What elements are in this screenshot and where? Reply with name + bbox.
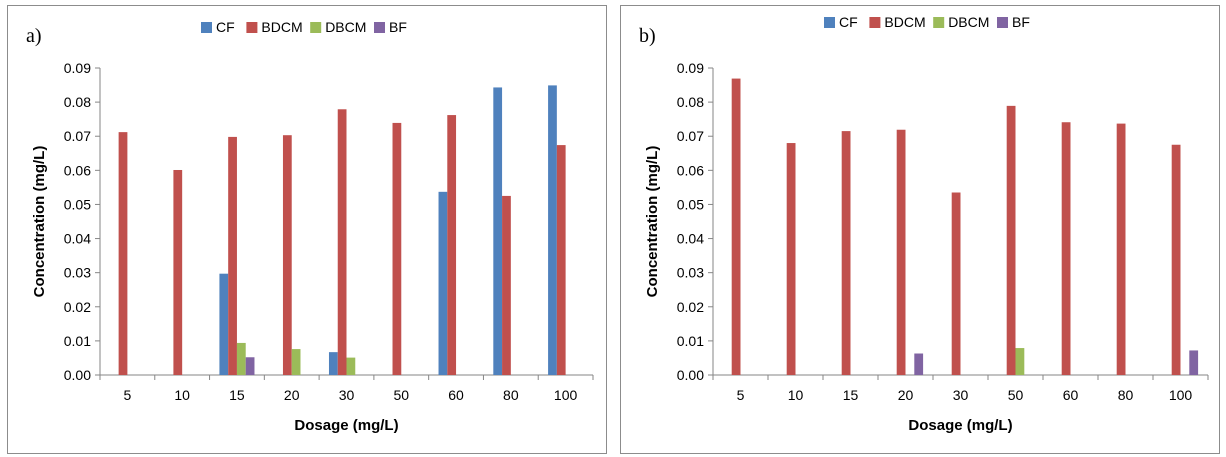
chart-panel-b: b) CF BDCM DBCM BF 0.00 0.01 0.02 0.03 0.04 0.05 0.…	[620, 5, 1220, 454]
legend-label-cf: CF	[216, 19, 235, 35]
legend-swatch-dbcm	[933, 17, 944, 28]
y-tick-label: 0.05	[677, 196, 704, 212]
bar-bdcm-80	[502, 196, 511, 375]
chart-a-svg: a) CF BDCM DBCM BF 0.00 0.01 0.02 0.03 0.04 0.05 0.…	[8, 6, 606, 453]
bar-bdcm-60	[447, 115, 456, 375]
y-tick-label: 0.00	[64, 367, 91, 383]
y-tick-label: 0.09	[677, 60, 704, 76]
x-tick-label: 5	[737, 387, 745, 403]
legend-swatch-bf	[997, 17, 1008, 28]
y-axis-title: Concentration (mg/L)	[644, 146, 661, 298]
x-tick-label: 60	[448, 387, 464, 403]
chart-panel-a: a) CF BDCM DBCM BF 0.00 0.01 0.02 0.03 0.04 0.05 0.…	[7, 5, 607, 454]
legend-label-bf: BF	[1012, 14, 1030, 30]
bar-bf-15	[246, 357, 255, 375]
bar-bdcm-30	[952, 193, 961, 375]
bar-dbcm-20	[292, 349, 301, 375]
y-tick-label: 0.09	[64, 60, 91, 76]
x-tick-label: 100	[1169, 387, 1193, 403]
y-tick-label: 0.08	[64, 94, 91, 110]
y-tick-label: 0.05	[64, 196, 91, 212]
x-tick-label: 15	[843, 387, 859, 403]
bar-bdcm-100	[1172, 145, 1181, 375]
y-tick-label: 0.06	[677, 162, 704, 178]
y-tick-label: 0.08	[677, 94, 704, 110]
legend-swatch-bf	[374, 22, 385, 33]
y-tick-label: 0.02	[64, 299, 91, 315]
bar-bdcm-50	[393, 123, 402, 375]
bar-bdcm-15	[842, 131, 851, 375]
panel-label-a: a)	[26, 25, 42, 47]
bar-cf-80	[493, 87, 502, 375]
x-tick-label: 20	[898, 387, 914, 403]
x-tick-label: 60	[1063, 387, 1079, 403]
x-tick-label: 10	[174, 387, 190, 403]
y-tick-label: 0.03	[677, 265, 704, 281]
y-tick-label: 0.04	[64, 231, 91, 247]
x-tick-label: 30	[953, 387, 969, 403]
legend-label-bdcm: BDCM	[884, 14, 925, 30]
x-tick-label: 5	[123, 387, 131, 403]
y-tick-label: 0.07	[677, 128, 704, 144]
bar-bdcm-20	[897, 130, 906, 375]
legend-label-bf: BF	[389, 19, 407, 35]
bar-bdcm-30	[338, 109, 347, 375]
x-tick-label: 10	[788, 387, 804, 403]
legend-swatch-bdcm	[869, 17, 880, 28]
x-tick-label: 80	[503, 387, 519, 403]
legend-label-dbcm: DBCM	[948, 14, 989, 30]
legend-swatch-dbcm	[310, 22, 321, 33]
bar-bdcm-20	[283, 135, 292, 375]
legend-swatch-cf	[201, 22, 212, 33]
bar-dbcm-30	[347, 358, 356, 375]
bar-cf-15	[219, 274, 228, 375]
x-tick-label: 30	[339, 387, 355, 403]
bar-bdcm-10	[173, 170, 182, 375]
x-tick-label: 80	[1118, 387, 1134, 403]
y-tick-label: 0.00	[677, 367, 704, 383]
x-tick-label: 100	[554, 387, 578, 403]
bar-bf-100	[1189, 350, 1198, 375]
x-axis-title: Dosage (mg/L)	[908, 417, 1012, 434]
chart-b-svg: b) CF BDCM DBCM BF 0.00 0.01 0.02 0.03 0.04 0.05 0.…	[621, 6, 1219, 453]
legend-label-cf: CF	[839, 14, 858, 30]
legend-swatch-bdcm	[246, 22, 257, 33]
x-tick-label: 50	[1008, 387, 1024, 403]
panel-label-b: b)	[639, 25, 656, 47]
y-tick-label: 0.07	[64, 128, 91, 144]
x-axis-title: Dosage (mg/L)	[294, 417, 398, 434]
y-tick-label: 0.06	[64, 162, 91, 178]
legend-swatch-cf	[824, 17, 835, 28]
bar-cf-60	[439, 192, 448, 375]
y-axis-title: Concentration (mg/L)	[31, 146, 48, 298]
y-tick-label: 0.01	[677, 333, 704, 349]
bar-bdcm-10	[787, 143, 796, 375]
bar-bdcm-5	[119, 132, 128, 375]
legend-label-dbcm: DBCM	[325, 19, 366, 35]
bar-cf-30	[329, 352, 338, 375]
x-tick-label: 15	[229, 387, 245, 403]
legend-label-bdcm: BDCM	[261, 19, 302, 35]
y-tick-label: 0.04	[677, 231, 704, 247]
bar-bf-20	[914, 354, 923, 375]
bar-bdcm-100	[557, 145, 566, 375]
bar-bdcm-5	[732, 79, 741, 375]
bar-cf-100	[548, 85, 557, 375]
y-tick-label: 0.03	[64, 265, 91, 281]
bar-dbcm-15	[237, 343, 246, 375]
bar-bdcm-50	[1007, 106, 1016, 375]
bar-dbcm-50	[1016, 348, 1025, 375]
y-tick-label: 0.01	[64, 333, 91, 349]
bar-bdcm-80	[1117, 124, 1126, 375]
x-tick-label: 20	[284, 387, 300, 403]
y-tick-label: 0.02	[677, 299, 704, 315]
bar-bdcm-15	[228, 137, 237, 375]
x-tick-label: 50	[393, 387, 409, 403]
bar-bdcm-60	[1062, 122, 1071, 375]
